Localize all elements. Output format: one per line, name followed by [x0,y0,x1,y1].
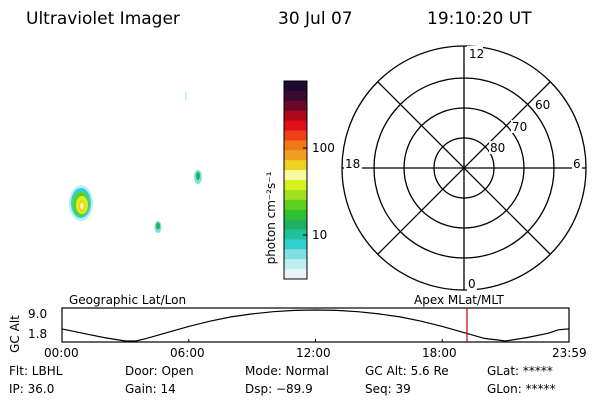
y-tick-1-8: 1.8 [28,327,48,341]
colorbar-cell [284,189,307,201]
colorbar-label: photon cm⁻²s⁻¹ [264,171,278,264]
seq-info: Seq: 39 [365,382,411,396]
emission-blob-right [194,170,202,184]
instrument-title: Ultraviolet Imager [26,9,180,29]
mode-info: Mode: Normal [245,364,329,378]
colorbar-cell [284,219,307,230]
colorbar-cell [284,199,307,211]
gain-info: Gain: 14 [125,382,176,396]
colorbar-scale [284,81,307,280]
colorbar-cell [284,150,307,161]
apex-label: Apex MLat/MLT [414,293,504,307]
filter-info: Flt: LBHL [9,364,63,378]
colorbar-cell [284,229,307,240]
emission-blob-small [154,221,162,233]
lat-label-70: 70 [512,120,527,134]
polar-diagonal-b [377,81,551,255]
y-tick-9: 9.0 [28,307,48,321]
colorbar: photon cm⁻²s⁻¹ [264,80,308,280]
colorbar-cell [284,81,307,92]
lat-label-80: 80 [490,141,505,155]
colorbar-cell [284,140,307,151]
door-info: Door: Open [125,364,194,378]
image-date: 30 Jul 07 [278,9,353,29]
mlt-label-6: 6 [573,157,581,171]
colorbar-cell [284,100,307,112]
polar-grid: 12 18 6 0 60 70 80 [341,45,587,291]
colorbar-cell [284,120,307,131]
colorbar-cell [284,269,307,280]
colorbar-cell [284,110,307,122]
altitude-strip [61,307,570,343]
colorbar-cell [284,130,307,141]
gc-alt-info: GC Alt: 5.6 Re [365,364,449,378]
x-tick-0000: 00:00 [44,346,79,360]
altitude-curve [61,309,570,342]
emission-speck [185,92,187,100]
geographic-label: Geographic Lat/Lon [69,293,187,307]
image-time: 19:10:20 UT [427,9,532,29]
glon-info: GLon: ***** [487,382,556,396]
uv-image-panel [69,92,202,233]
emission-blob-main [69,185,93,221]
x-tick-1200: 12:00 [296,346,331,360]
colorbar-cell [284,249,307,260]
colorbar-cell [284,180,307,191]
colorbar-cell [284,160,307,171]
colorbar-cell [284,259,307,270]
gc-alt-axis-title: GC Alt [8,315,22,353]
x-tick-2359: 23:59 [552,346,587,360]
mlt-label-18: 18 [345,157,360,171]
glat-info: GLat: ***** [487,364,553,378]
colorbar-tick-100: 100 [312,141,335,155]
colorbar-tick-10: 10 [312,228,328,242]
colorbar-cell [284,209,307,221]
ip-info: IP: 36.0 [9,382,55,396]
colorbar-cell [284,90,307,102]
x-tick-1800: 18:00 [422,346,457,360]
mlt-label-0: 0 [468,277,476,291]
mlt-label-12: 12 [469,47,484,61]
lat-label-60: 60 [535,98,550,112]
colorbar-cell [284,170,307,181]
dsp-info: Dsp: −89.9 [245,382,313,396]
x-tick-0600: 06:00 [170,346,205,360]
colorbar-cell [284,239,307,250]
